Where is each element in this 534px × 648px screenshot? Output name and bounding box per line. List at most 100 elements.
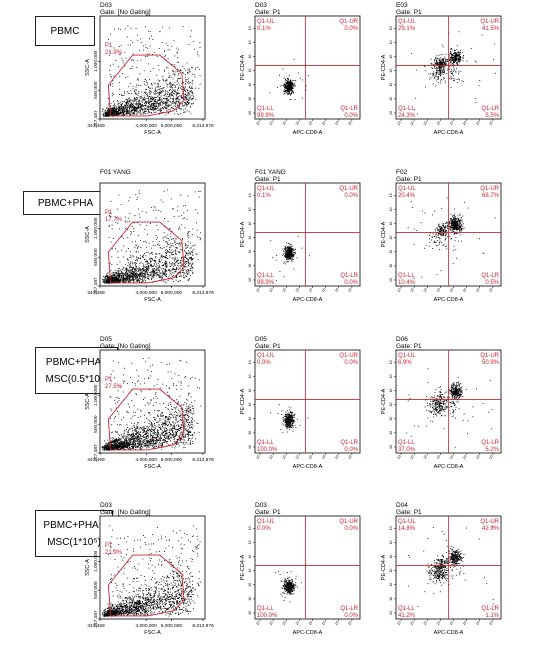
event-dot bbox=[172, 269, 174, 271]
event-dot bbox=[456, 68, 458, 70]
event-dot bbox=[453, 219, 454, 220]
event-dot bbox=[136, 97, 138, 98]
event-dot bbox=[166, 249, 168, 250]
event-dot bbox=[147, 277, 149, 279]
y-tick-label: 500,000 bbox=[93, 248, 99, 266]
event-dot bbox=[458, 31, 460, 33]
event-dot bbox=[137, 275, 138, 277]
event-dot bbox=[185, 96, 187, 97]
event-dot bbox=[199, 75, 201, 77]
event-dot bbox=[134, 106, 136, 108]
event-dot bbox=[285, 86, 287, 88]
event-dot bbox=[454, 78, 456, 80]
event-dot bbox=[155, 111, 156, 113]
event-dot bbox=[186, 79, 188, 80]
event-dot bbox=[167, 58, 169, 60]
event-dot bbox=[127, 229, 129, 231]
event-dot bbox=[453, 63, 455, 65]
event-dot bbox=[147, 83, 148, 85]
event-dot bbox=[124, 281, 126, 283]
event-dot bbox=[110, 241, 112, 243]
event-dot bbox=[186, 263, 188, 265]
event-dot bbox=[153, 270, 155, 272]
event-dot bbox=[167, 45, 169, 46]
event-dot bbox=[443, 62, 445, 63]
event-dot bbox=[135, 194, 137, 196]
event-dot bbox=[174, 75, 176, 77]
event-dot bbox=[122, 106, 124, 108]
event-dot bbox=[285, 247, 287, 248]
event-dot bbox=[197, 51, 199, 53]
event-dot bbox=[152, 277, 154, 279]
event-dot bbox=[185, 78, 187, 80]
event-dot bbox=[459, 51, 461, 53]
event-dot bbox=[170, 269, 172, 271]
event-dot bbox=[132, 277, 134, 278]
event-dot bbox=[128, 281, 130, 283]
event-dot bbox=[127, 281, 129, 282]
event-dot bbox=[172, 268, 174, 270]
event-dot bbox=[291, 255, 293, 257]
x-tick-label: 10 bbox=[347, 288, 352, 293]
event-dot bbox=[107, 282, 109, 284]
event-dot bbox=[148, 274, 150, 275]
event-dot bbox=[432, 63, 434, 65]
event-dot bbox=[132, 113, 134, 115]
event-dot bbox=[124, 280, 126, 281]
event-dot bbox=[110, 102, 112, 104]
event-dot bbox=[290, 82, 291, 84]
event-dot bbox=[450, 54, 452, 55]
event-dot bbox=[126, 258, 128, 260]
event-dot bbox=[156, 264, 158, 266]
event-dot bbox=[126, 36, 128, 38]
event-dot bbox=[150, 108, 151, 110]
event-dot bbox=[183, 205, 185, 207]
event-dot bbox=[442, 65, 444, 67]
event-dot bbox=[184, 265, 185, 267]
event-dot bbox=[434, 59, 436, 61]
event-dot bbox=[146, 268, 148, 270]
event-dot bbox=[161, 101, 162, 103]
event-dot bbox=[174, 101, 175, 103]
event-dot bbox=[111, 115, 112, 116]
event-dot bbox=[133, 109, 135, 111]
event-dot bbox=[191, 83, 193, 85]
event-dot bbox=[170, 85, 172, 87]
event-dot bbox=[158, 261, 160, 263]
event-dot bbox=[147, 234, 148, 236]
event-dot bbox=[175, 99, 177, 101]
event-dot bbox=[289, 83, 290, 85]
event-dot bbox=[177, 100, 179, 102]
quadrant-ul-label: Q1-UL bbox=[398, 19, 416, 25]
event-dot bbox=[150, 107, 152, 109]
event-dot bbox=[454, 228, 455, 230]
event-dot bbox=[107, 115, 109, 117]
event-dot bbox=[168, 76, 169, 78]
event-dot bbox=[184, 251, 186, 253]
y-tick-label: 10 bbox=[248, 193, 252, 197]
event-dot bbox=[145, 92, 147, 94]
event-dot bbox=[145, 102, 147, 104]
event-dot bbox=[287, 81, 289, 82]
event-dot bbox=[442, 61, 443, 63]
event-dot bbox=[450, 78, 452, 80]
event-dot bbox=[125, 216, 126, 218]
event-dot bbox=[145, 255, 147, 257]
event-dot bbox=[188, 93, 190, 95]
event-dot bbox=[134, 276, 136, 278]
event-dot bbox=[117, 281, 119, 283]
event-dot bbox=[140, 247, 142, 248]
event-dot bbox=[106, 282, 108, 284]
event-dot bbox=[435, 64, 437, 66]
event-dot bbox=[163, 94, 165, 96]
event-dot bbox=[459, 225, 461, 227]
event-dot bbox=[455, 228, 457, 230]
event-dot bbox=[173, 92, 175, 94]
event-dot bbox=[288, 84, 290, 86]
event-dot bbox=[292, 92, 294, 94]
event-dot bbox=[130, 272, 132, 274]
event-dot bbox=[455, 71, 457, 73]
event-dot bbox=[135, 107, 136, 109]
event-dot bbox=[282, 248, 284, 250]
event-dot bbox=[187, 252, 189, 254]
